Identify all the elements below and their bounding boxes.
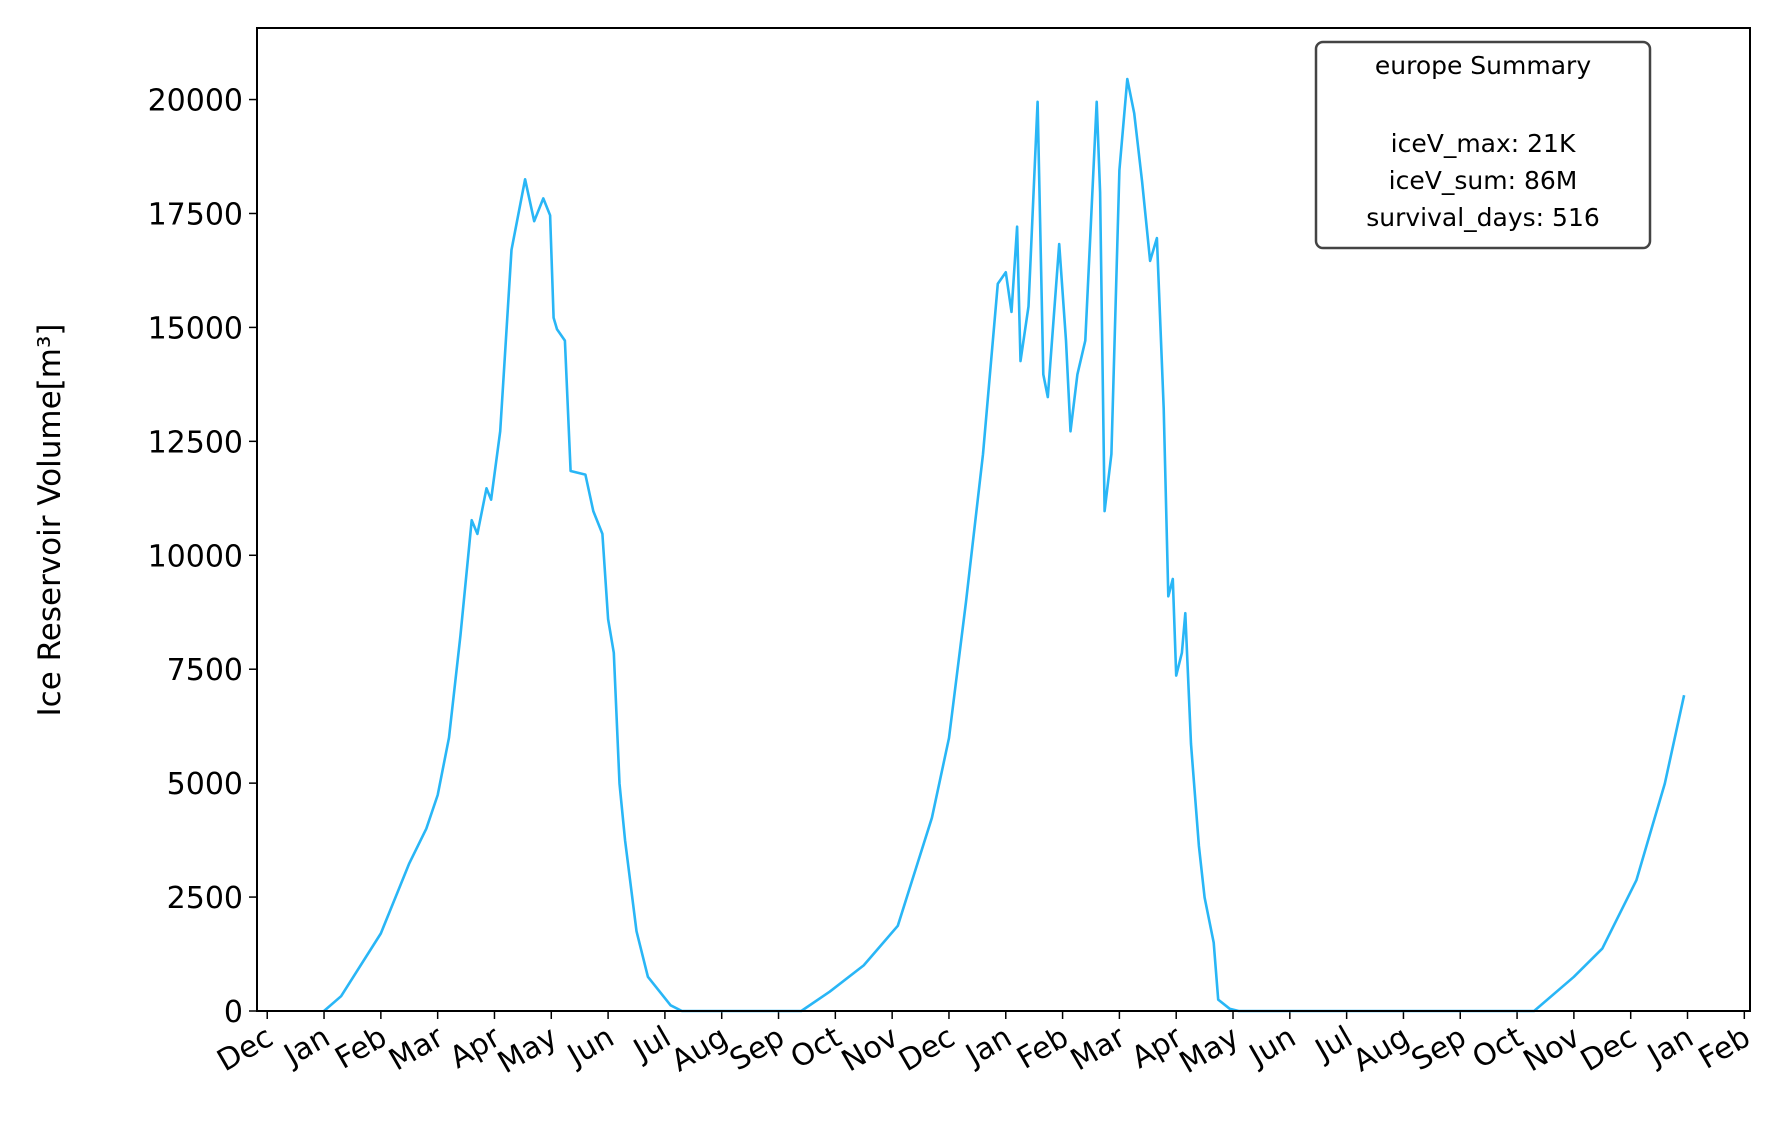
x-tick-label: Dec (893, 1020, 961, 1079)
y-tick-label: 10000 (148, 539, 243, 574)
x-tick-label: Jan (958, 1020, 1017, 1074)
x-tick-label: May (1174, 1020, 1245, 1081)
x-tick-label: Aug (1347, 1020, 1415, 1080)
summary-title: europe Summary (1375, 51, 1591, 80)
summary-line: iceV_max: 21K (1391, 129, 1576, 158)
plot-frame (256, 27, 1751, 1012)
x-tick-label: Sep (724, 1020, 790, 1079)
x-tick-label: Jun (560, 1020, 620, 1075)
x-tick-label: Jul (1308, 1020, 1359, 1069)
x-tick-label: Jun (1242, 1020, 1302, 1075)
x-tick-label: Jul (626, 1020, 677, 1069)
summary-box (1314, 40, 1652, 250)
y-tick-label: 12500 (148, 425, 243, 460)
data-line (323, 77, 1686, 1013)
y-tick-label: 7500 (167, 653, 243, 688)
x-tick-label: Mar (383, 1019, 450, 1078)
y-tick-label: 17500 (148, 197, 243, 232)
x-tick-label: Jan (1640, 1020, 1699, 1074)
x-tick-label: Feb (1693, 1020, 1757, 1077)
x-tick-label: Mar (1065, 1019, 1132, 1078)
x-tick-label: Dec (1575, 1020, 1643, 1079)
y-axis-label: Ice Reservoir Volume[m³] (32, 324, 68, 717)
summary-line: iceV_sum: 86M (1389, 166, 1578, 195)
y-tick-label: 5000 (167, 767, 243, 802)
x-tick-label: Aug (665, 1020, 733, 1080)
x-tick-label: Jan (277, 1020, 336, 1074)
y-tick-label: 2500 (167, 881, 243, 916)
x-tick-label: Sep (1406, 1020, 1472, 1079)
y-tick-label: 0 (224, 995, 243, 1030)
y-tick-label: 20000 (148, 84, 243, 119)
y-tick-label: 15000 (148, 311, 243, 346)
summary-line: survival_days: 516 (1366, 203, 1600, 232)
x-tick-label: May (492, 1020, 563, 1081)
x-tick-label: Dec (211, 1020, 279, 1079)
